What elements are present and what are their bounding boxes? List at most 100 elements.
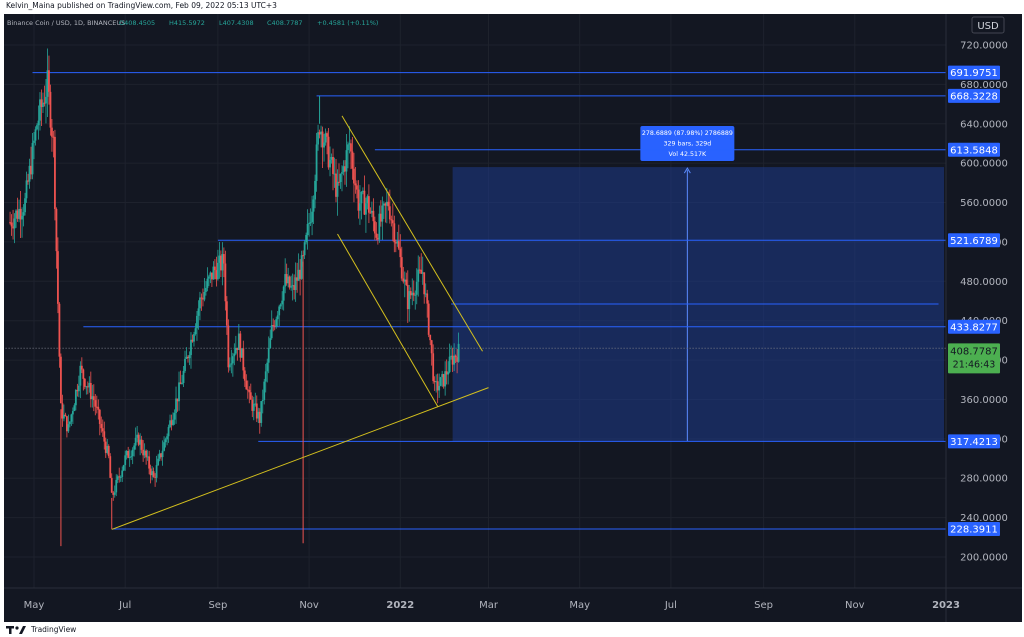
candle-body bbox=[128, 457, 131, 459]
candle-body bbox=[190, 339, 192, 356]
price-tick-label: 480.0000 bbox=[960, 277, 1008, 288]
candle-body bbox=[200, 297, 203, 299]
currency-label[interactable]: USD bbox=[971, 16, 1005, 34]
candle-body bbox=[348, 143, 351, 145]
trendline[interactable] bbox=[337, 233, 439, 407]
candle-body bbox=[435, 381, 438, 383]
candle-body bbox=[276, 315, 279, 320]
candle-body bbox=[306, 223, 309, 236]
candle-body bbox=[16, 210, 19, 219]
candle-body bbox=[127, 450, 130, 458]
price-chart[interactable]: 278.6889 (87.98%) 2786889 329 bars, 329d V… bbox=[2, 14, 1022, 622]
candle-body bbox=[124, 455, 127, 466]
projection-info-box bbox=[640, 126, 735, 161]
candle-body bbox=[225, 301, 228, 326]
candle-body bbox=[224, 263, 227, 302]
candle-body bbox=[100, 423, 103, 429]
legend-close: C408.7787 bbox=[267, 19, 303, 27]
price-badges: 691.9751 668.3228 613.5848 521.6789 433.8277… bbox=[948, 65, 1000, 537]
candle-body bbox=[130, 456, 133, 458]
candle-body bbox=[345, 150, 348, 172]
level-price-badge bbox=[948, 319, 1000, 334]
candle-body bbox=[182, 370, 185, 383]
candle-body bbox=[275, 319, 278, 327]
candle-body bbox=[403, 279, 406, 282]
candle-body bbox=[315, 144, 318, 182]
candle-body bbox=[63, 414, 65, 419]
candle-body bbox=[442, 374, 445, 387]
candle-body bbox=[246, 389, 249, 391]
candle-body bbox=[417, 269, 420, 282]
candle-body bbox=[106, 445, 109, 453]
legend-symbol: Binance Coin / USD, 1D, BINANCEUS bbox=[7, 19, 125, 27]
candle-body bbox=[239, 333, 242, 358]
candle-body bbox=[51, 127, 53, 137]
candle-body bbox=[305, 235, 308, 243]
candle-body bbox=[423, 272, 426, 295]
chart-panel[interactable]: 278.6889 (87.98%) 2786889 329 bars, 329d V… bbox=[2, 14, 1022, 622]
level-price-badge bbox=[948, 434, 1000, 449]
candle-body bbox=[86, 386, 89, 388]
candle-body bbox=[101, 428, 104, 432]
trendline[interactable] bbox=[341, 115, 483, 352]
projection-range[interactable]: 278.6889 (87.98%) 2786889 329 bars, 329d V… bbox=[452, 126, 944, 442]
candle-body bbox=[375, 233, 378, 238]
candle-body bbox=[454, 355, 457, 358]
candle-body bbox=[359, 203, 361, 211]
candle-body bbox=[339, 173, 342, 183]
candle-body bbox=[228, 364, 231, 368]
candle-body bbox=[28, 165, 31, 182]
candle-body bbox=[266, 362, 269, 372]
candle-body bbox=[188, 355, 191, 359]
candle-body bbox=[263, 381, 266, 400]
candle-body bbox=[245, 380, 248, 390]
level-price-text: 433.8277 bbox=[950, 322, 998, 333]
time-tick-label: Jul bbox=[664, 600, 677, 611]
candle-body bbox=[146, 456, 149, 458]
candle-body bbox=[43, 102, 46, 104]
candle-body bbox=[308, 222, 310, 224]
candle-body bbox=[335, 173, 337, 197]
candle-body bbox=[336, 181, 339, 197]
candle-body bbox=[176, 398, 179, 402]
candle-body bbox=[390, 219, 393, 221]
projection-info-line: Vol 42.517K bbox=[669, 151, 707, 158]
candle-body bbox=[67, 424, 70, 432]
time-tick-label: Mar bbox=[479, 600, 499, 611]
candle-body bbox=[369, 212, 372, 214]
candle-body bbox=[397, 241, 400, 249]
candlesticks bbox=[9, 48, 460, 547]
candle-body bbox=[161, 450, 164, 458]
time-tick-label: Sep bbox=[754, 600, 773, 611]
candle-body bbox=[279, 304, 282, 307]
candle-body bbox=[18, 208, 20, 219]
candle-body bbox=[175, 398, 177, 414]
trendline[interactable] bbox=[111, 387, 489, 530]
candle-body bbox=[439, 377, 442, 386]
candle-body bbox=[172, 419, 174, 425]
candle-body bbox=[320, 131, 322, 135]
publish-line: Kelvin_Maina published on TradingView.co… bbox=[6, 1, 277, 10]
candle-body bbox=[148, 456, 151, 469]
candle-body bbox=[160, 453, 162, 458]
candle-body bbox=[311, 211, 313, 223]
candle-body bbox=[25, 180, 28, 199]
candle-body bbox=[360, 191, 363, 204]
candle-body bbox=[344, 166, 346, 172]
candle-body bbox=[400, 257, 403, 279]
candle-body bbox=[302, 255, 305, 257]
candle-body bbox=[290, 286, 293, 288]
candle-body bbox=[193, 334, 195, 342]
time-tick-label: 2023 bbox=[932, 600, 960, 611]
candle-body bbox=[45, 96, 47, 104]
time-axis[interactable]: May Jul Sep Nov 2022 Mar May Jul Sep Nov 2023 bbox=[24, 600, 960, 611]
candle-body bbox=[22, 212, 25, 216]
candle-body bbox=[169, 420, 171, 428]
candle-body bbox=[222, 254, 225, 264]
trendlines[interactable] bbox=[111, 115, 489, 530]
candle-body bbox=[40, 99, 43, 108]
candle-body bbox=[278, 306, 281, 316]
candle-body bbox=[178, 382, 180, 402]
candle-body bbox=[179, 382, 182, 384]
candle-body bbox=[88, 382, 91, 388]
